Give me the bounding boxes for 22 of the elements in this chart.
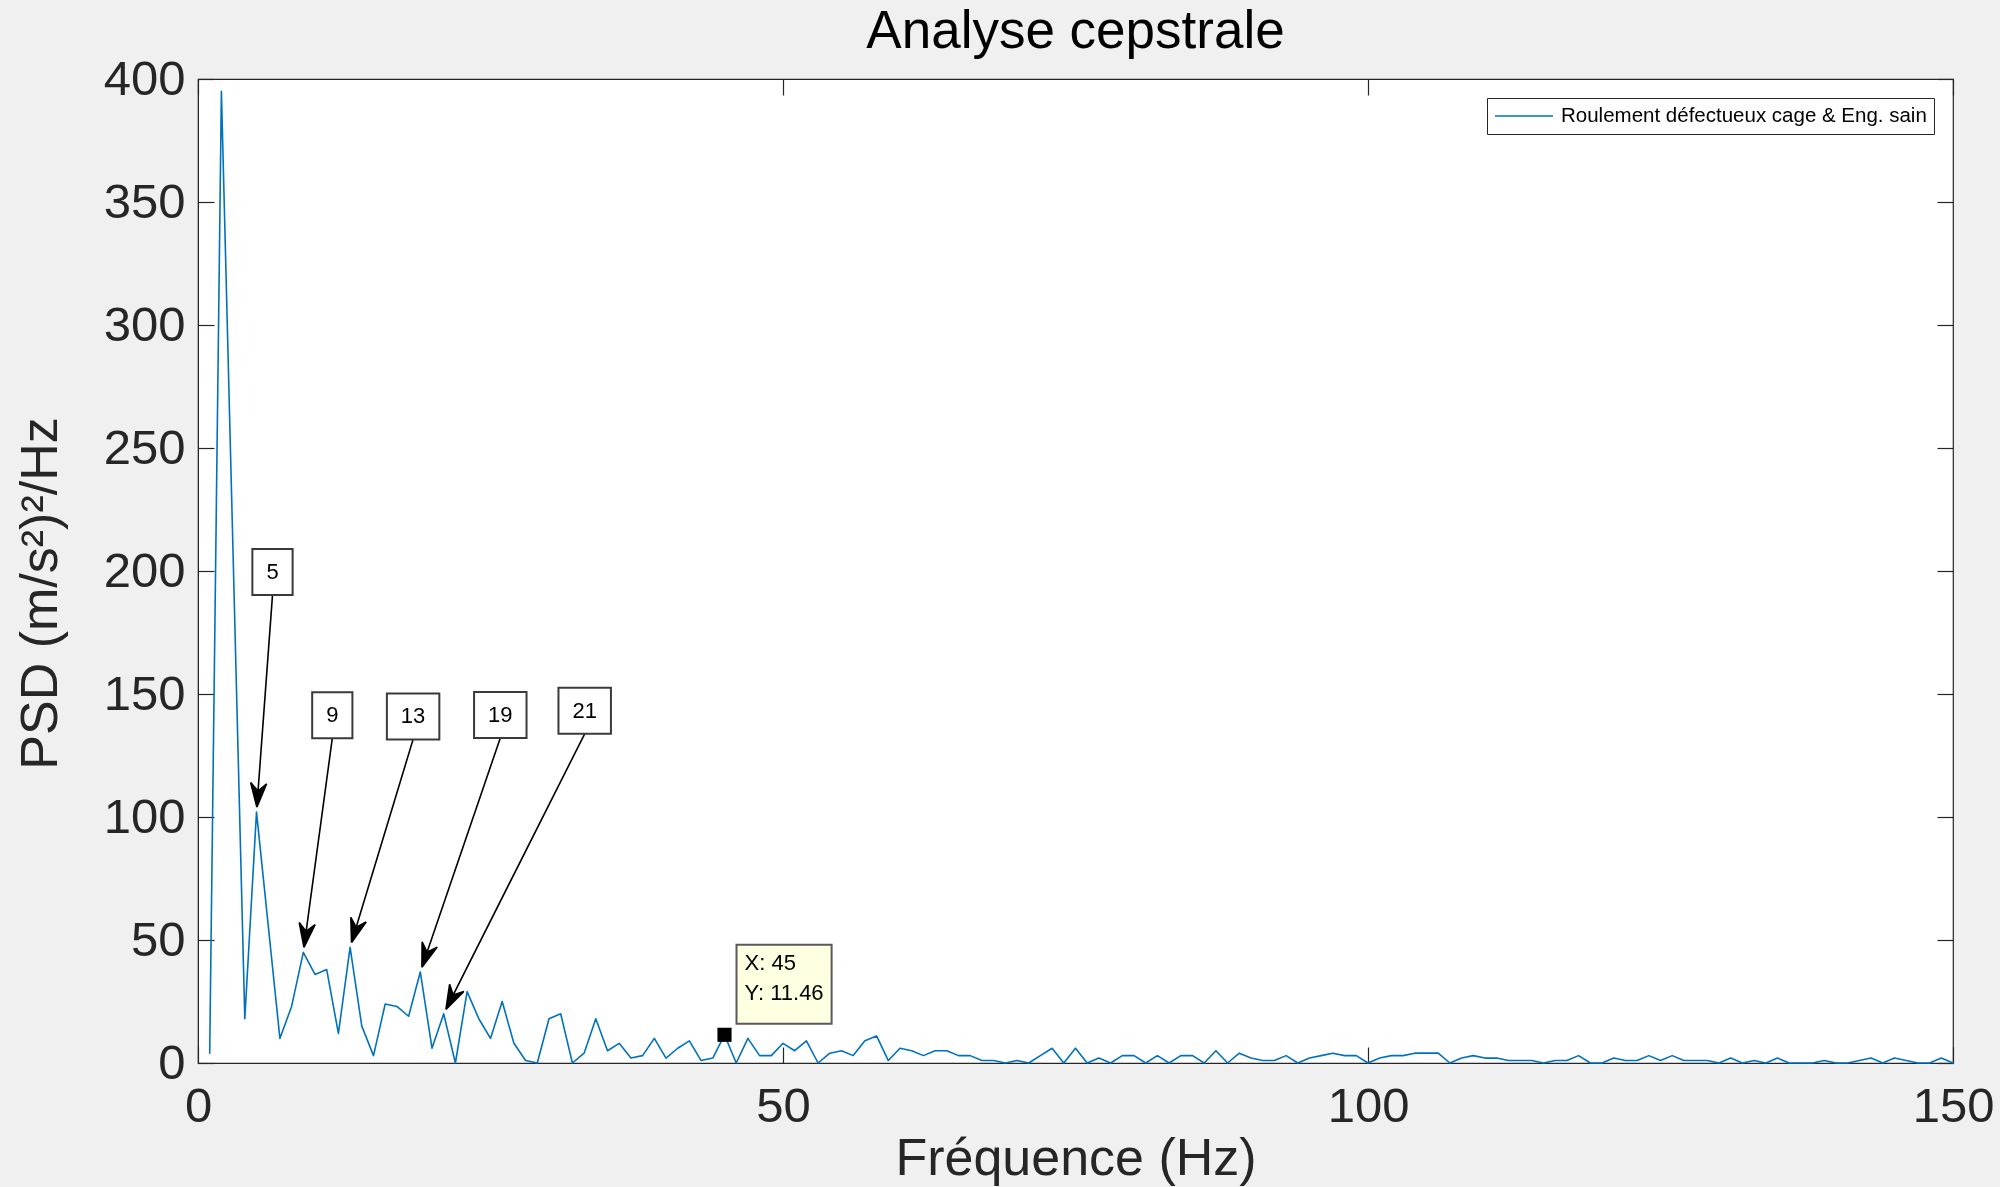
y-tick-label: 400: [103, 50, 186, 105]
y-tick-label: 200: [103, 542, 186, 597]
annotation: X: 45 Y: 11.46: [744, 949, 824, 1005]
y-tick-label: 250: [103, 419, 186, 474]
y-tick-label: 100: [103, 788, 186, 843]
y-tick-label: 0: [158, 1034, 186, 1089]
annotation: 9: [326, 702, 339, 728]
annotation: 13: [400, 703, 426, 729]
legend-label: Roulement défectueux cage & Eng. sain: [1561, 103, 1927, 126]
x-tick-label: 100: [1327, 1077, 1410, 1132]
x-tick-label: 50: [756, 1077, 811, 1132]
annotation: 21: [572, 697, 597, 723]
annotation: 19: [488, 701, 513, 727]
chart-title: Analyse cepstrale: [866, 0, 1285, 59]
x-axis-title: Fréquence (Hz): [895, 1127, 1257, 1186]
y-tick-label: 350: [103, 173, 186, 228]
y-tick-label: 50: [130, 911, 186, 966]
x-tick-label: 150: [1912, 1077, 1995, 1132]
y-axis-title: PSD (m/s²)²/Hz: [9, 417, 68, 770]
annotation: 5: [266, 559, 279, 585]
y-tick-label: 300: [103, 296, 186, 351]
y-tick-label: 150: [103, 665, 186, 720]
